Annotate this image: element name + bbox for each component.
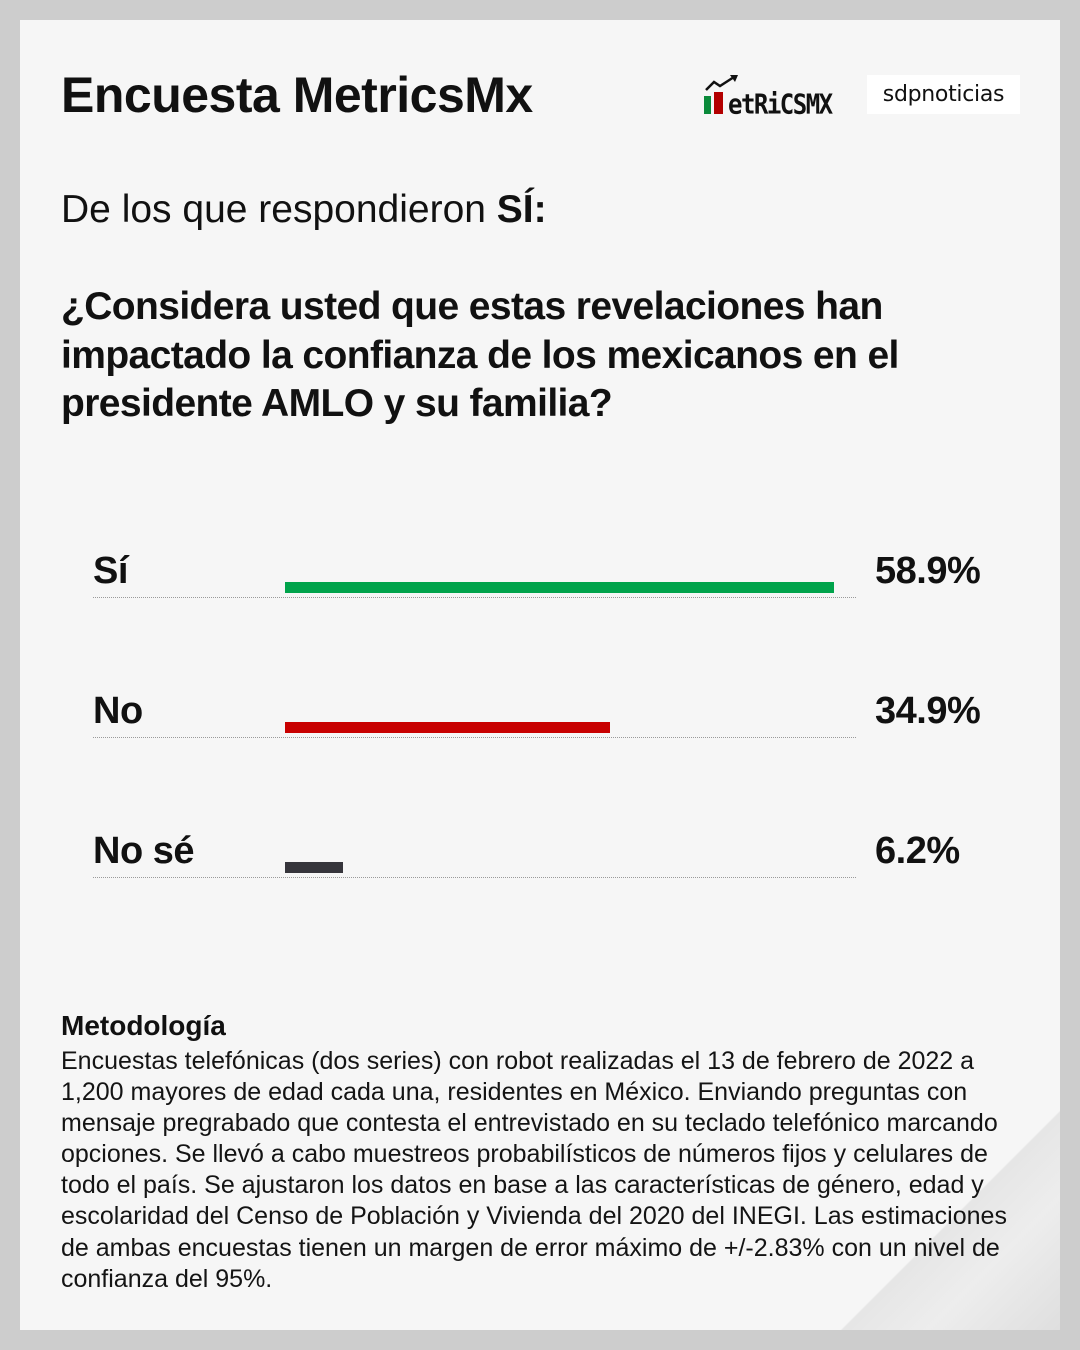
result-bar	[285, 582, 834, 593]
subtitle: De los que respondieron SÍ:	[61, 188, 547, 231]
dotted-guide	[93, 877, 856, 878]
methodology-body: Encuestas telefónicas (dos series) con r…	[61, 1047, 1007, 1293]
result-label: Sí	[93, 550, 136, 593]
methodology-title: Metodología	[61, 1010, 226, 1041]
metricsmx-wordmark: etRiCSMX	[728, 88, 833, 121]
question-text: ¿Considera usted que estas revelaciones …	[61, 285, 899, 425]
result-row-unsure: No sé 6.2%	[93, 830, 1013, 890]
dotted-guide	[93, 737, 856, 738]
result-row-no: No 34.9%	[93, 690, 1013, 750]
subtitle-emphasis: SÍ:	[496, 188, 547, 231]
result-label: No sé	[93, 830, 202, 873]
metricsmx-logo: etRiCSMX	[704, 74, 852, 121]
sdpnoticias-logo: sdpnoticias	[867, 75, 1020, 114]
result-value: 34.9%	[875, 690, 981, 732]
result-value: 58.9%	[875, 550, 981, 592]
mexico-flag-icon	[704, 92, 732, 114]
page-title: Encuesta MetricsMx	[61, 67, 533, 123]
result-bar	[285, 722, 611, 733]
poll-card: Encuesta MetricsMx etRiCSMX sdpnoticias …	[20, 20, 1060, 1330]
result-label: No	[93, 690, 151, 733]
result-value: 6.2%	[875, 830, 960, 872]
result-row-yes: Sí 58.9%	[93, 550, 1013, 610]
result-bar	[285, 862, 343, 873]
trend-arrow-icon	[705, 75, 738, 91]
dotted-guide	[93, 597, 856, 598]
